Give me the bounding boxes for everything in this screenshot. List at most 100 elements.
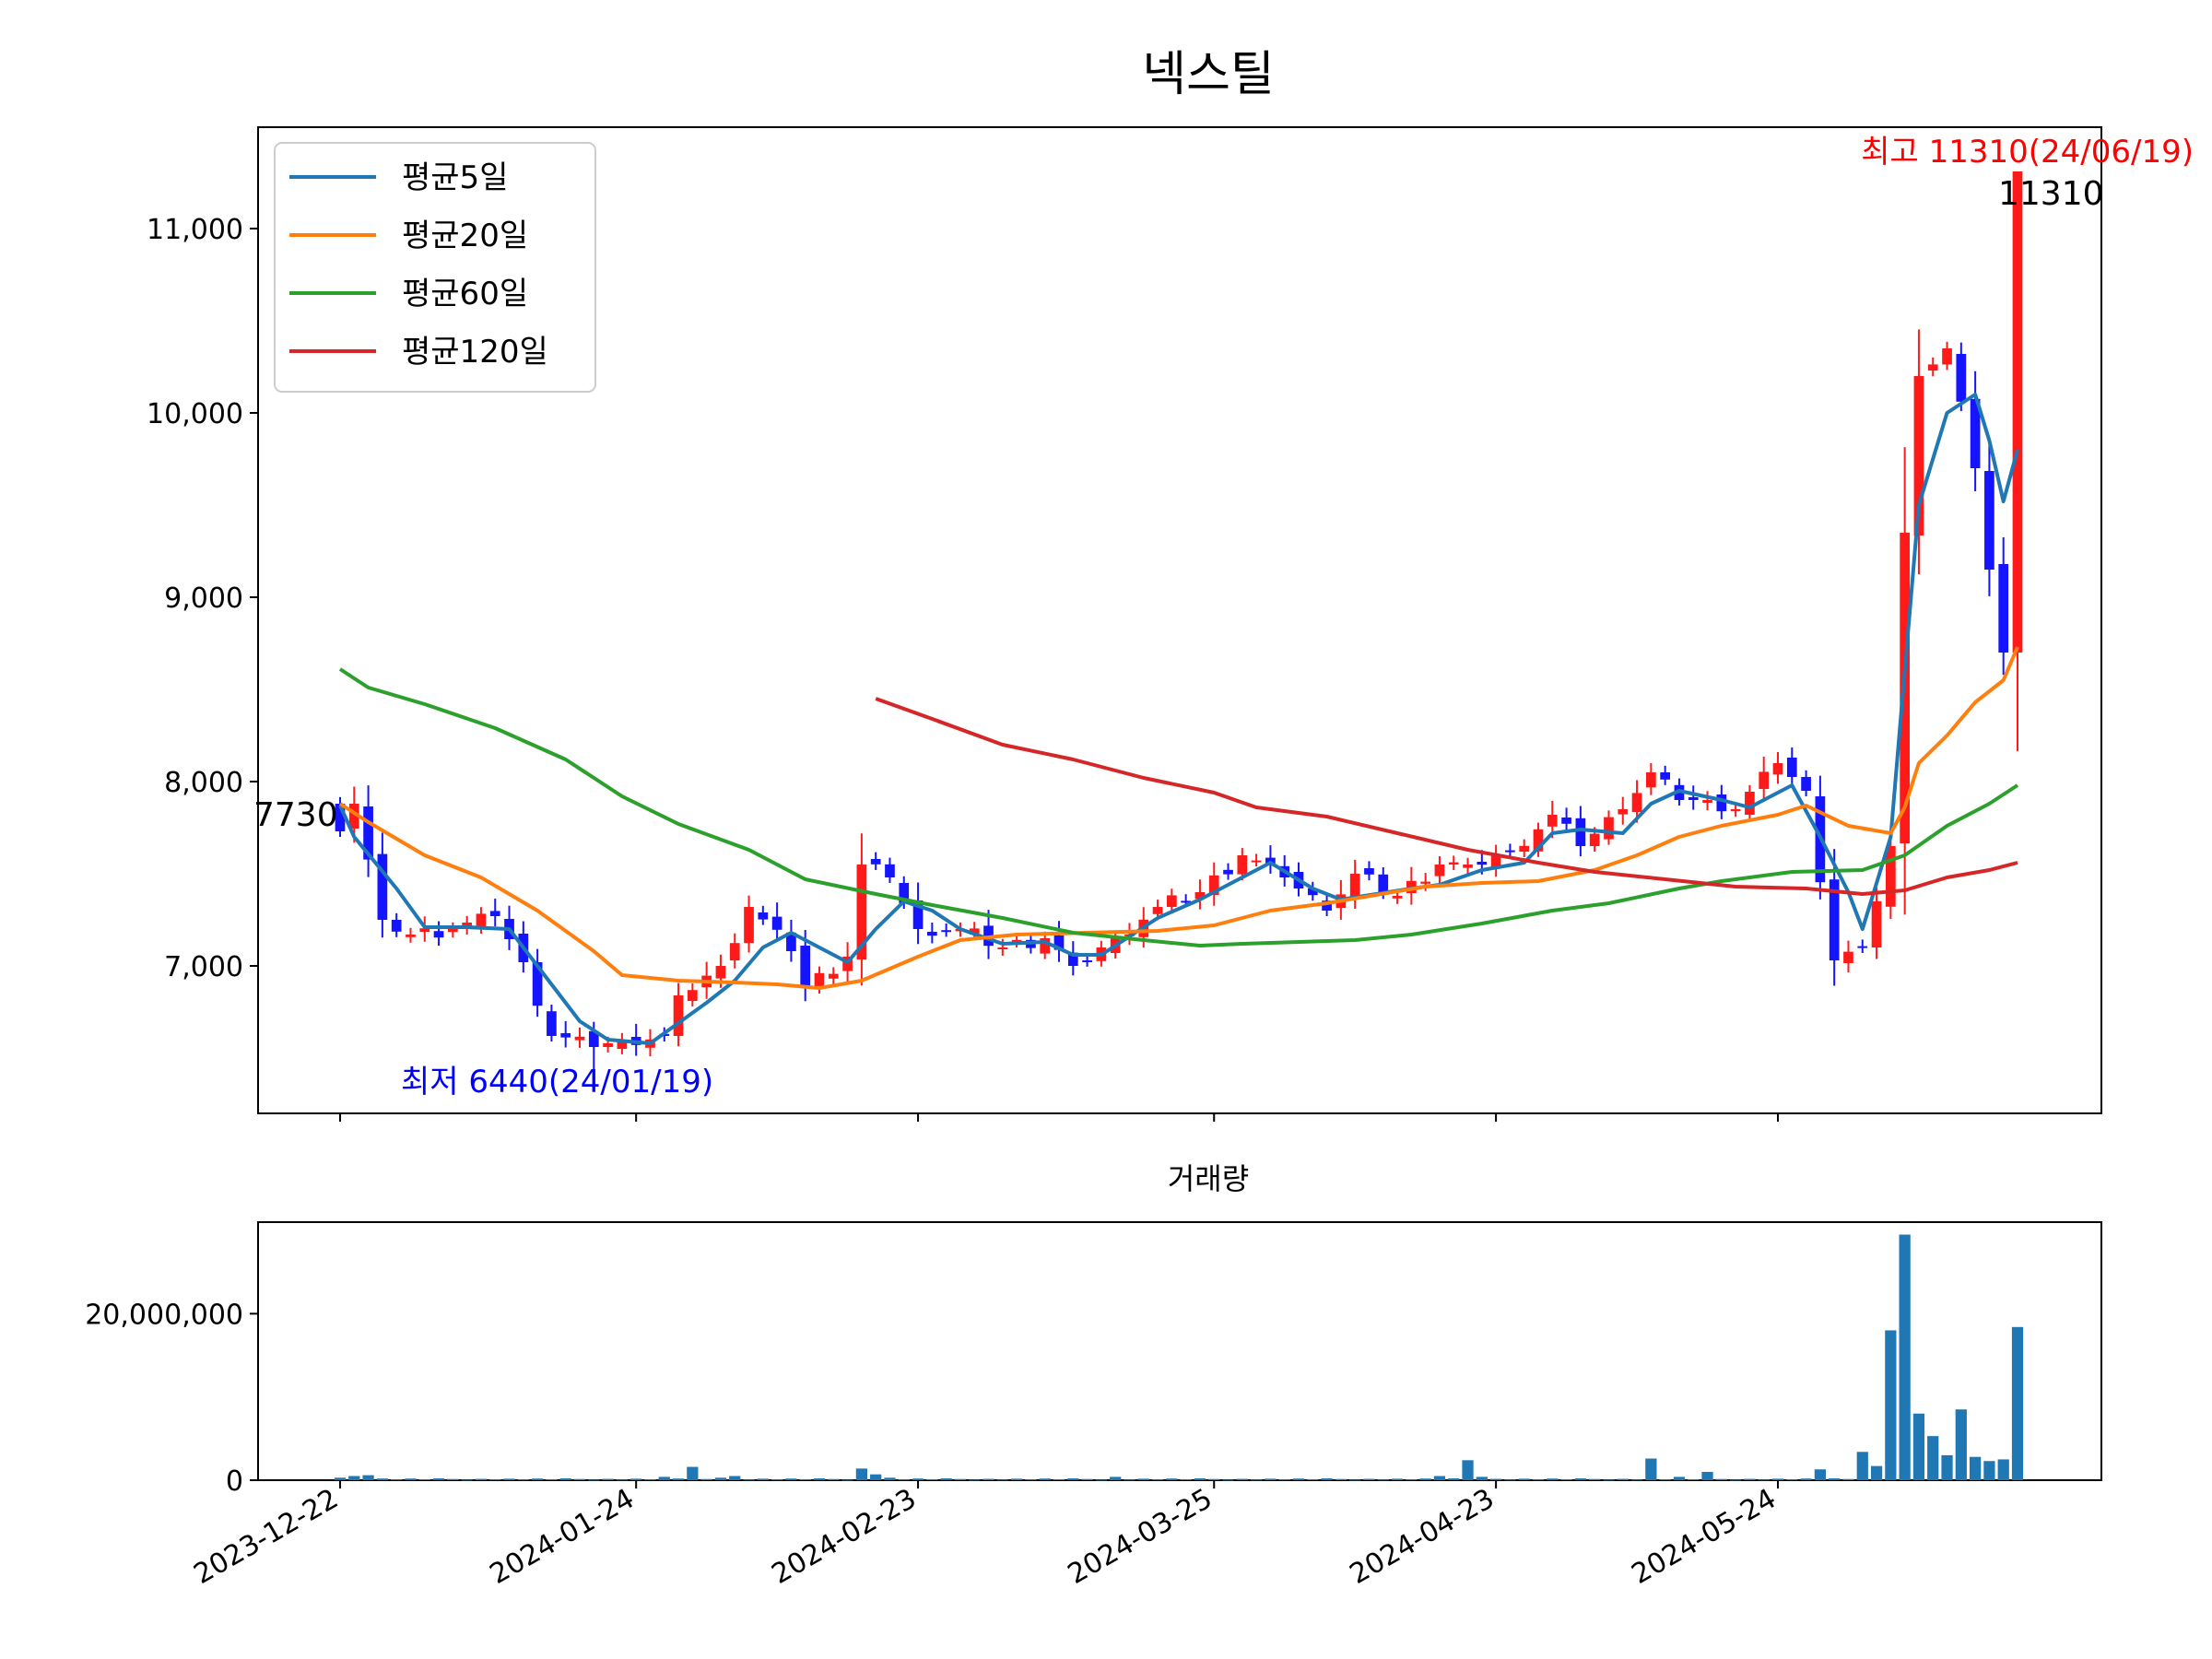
volume-bar — [1222, 1479, 1234, 1481]
candle-body — [1956, 354, 1967, 402]
volume-bar — [1137, 1478, 1149, 1480]
low-annotation: 최저 6440(24/01/19) — [401, 1064, 713, 1100]
volume-bar — [870, 1474, 882, 1480]
candle-body — [1208, 875, 1219, 895]
candle-body — [1772, 763, 1783, 775]
candle-body — [1505, 850, 1515, 853]
volume-bar — [644, 1479, 656, 1481]
candle-body — [1011, 939, 1022, 942]
candle-body — [476, 913, 487, 928]
volume-bar — [1829, 1478, 1841, 1480]
candle-body — [1660, 772, 1670, 780]
volume-bar — [559, 1478, 571, 1480]
candle-body — [828, 973, 839, 979]
candle-body — [1181, 900, 1191, 903]
volume-bar — [743, 1479, 755, 1481]
volume-bar — [1560, 1478, 1572, 1480]
candle-body — [729, 943, 740, 960]
price-y-tick-label: 10,000 — [147, 398, 243, 430]
candle-body — [391, 920, 402, 932]
volume-bar — [771, 1479, 783, 1481]
volume-bar — [1265, 1478, 1277, 1480]
candle-body — [1730, 809, 1741, 812]
volume-bar — [1433, 1476, 1446, 1480]
candle-body — [1786, 758, 1797, 777]
candle-body — [1434, 865, 1445, 877]
candle-body — [1223, 869, 1233, 875]
volume-bar — [532, 1478, 544, 1480]
volume-bar — [785, 1478, 797, 1480]
candle-body — [335, 804, 346, 831]
legend-label: 평균20일 — [402, 218, 528, 254]
candle-body — [1843, 951, 1853, 963]
volume-bar — [1955, 1409, 1967, 1480]
candle-body — [912, 900, 924, 929]
volume-bar — [1321, 1478, 1333, 1480]
volume-bar — [687, 1466, 699, 1480]
candle-body — [1392, 896, 1403, 899]
candle-body — [1716, 794, 1727, 812]
volume-axes-frame — [257, 1221, 2102, 1481]
volume-bar — [376, 1478, 388, 1480]
volume-bar — [1701, 1471, 1713, 1480]
candle-body — [1759, 771, 1770, 789]
candle-body — [1082, 960, 1092, 962]
candle-body — [588, 1030, 599, 1047]
volume-bar — [1800, 1478, 1812, 1480]
candle-body — [814, 972, 825, 988]
volume-bar — [813, 1478, 826, 1480]
volume-bar — [2011, 1326, 2024, 1480]
volume-bar — [1744, 1478, 1756, 1480]
volume-bar — [1856, 1452, 1868, 1480]
volume-title: 거래량 — [1168, 1161, 1249, 1196]
volume-bar — [1025, 1479, 1037, 1481]
volume-bar — [573, 1478, 586, 1480]
volume-bar — [1067, 1478, 1079, 1480]
volume-y-tick-label: 20,000,000 — [85, 1299, 243, 1331]
volume-bar — [1617, 1478, 1629, 1480]
price-plot: 7,000 8,000 9,000 10,000 11,000 최고 11310(24/0… — [147, 126, 2194, 1122]
volume-bar — [1673, 1477, 1686, 1480]
candle-body — [1152, 907, 1163, 914]
volume-bar — [1166, 1478, 1178, 1480]
volume-bar — [1715, 1478, 1727, 1480]
candle-body — [1913, 376, 1924, 535]
candle-body — [489, 911, 500, 916]
volume-bar — [898, 1479, 910, 1481]
volume-bar — [1053, 1478, 1065, 1480]
candle-body — [1857, 946, 1868, 948]
volume-bar — [1377, 1479, 1389, 1481]
volume-bar — [912, 1478, 924, 1480]
volume-bar — [1363, 1478, 1375, 1480]
volume-bar — [1391, 1478, 1404, 1480]
candle-body — [348, 804, 359, 829]
volume-bar — [418, 1478, 430, 1480]
candle-body — [715, 966, 726, 979]
candle-body — [603, 1043, 613, 1047]
candle-body — [448, 929, 458, 933]
candle-body — [800, 946, 811, 988]
volume-bar — [503, 1478, 515, 1480]
volume-bar — [658, 1477, 670, 1480]
candle-body — [786, 932, 796, 951]
volume-bar — [757, 1478, 769, 1480]
candle-body — [1927, 364, 1938, 371]
candle-body — [2012, 171, 2023, 653]
ma-line-3 — [338, 667, 2019, 947]
volume-bar — [1278, 1479, 1290, 1481]
volume-bar — [1786, 1479, 1798, 1481]
volume-bar — [1941, 1454, 1953, 1480]
high-annotation: 최고 11310(24/06/19) — [1861, 134, 2194, 171]
volume-bar — [1842, 1478, 1854, 1480]
volume-bar — [841, 1479, 853, 1481]
volume-bar — [700, 1478, 712, 1480]
price-axes-frame — [257, 126, 2102, 1114]
volume-bar — [1151, 1479, 1164, 1481]
volume-bar — [546, 1478, 558, 1480]
candle-body — [1378, 874, 1389, 893]
candle-body — [1237, 855, 1248, 875]
candle-body — [899, 883, 910, 903]
volume-bar — [1110, 1477, 1122, 1480]
volume-bar — [432, 1478, 445, 1480]
